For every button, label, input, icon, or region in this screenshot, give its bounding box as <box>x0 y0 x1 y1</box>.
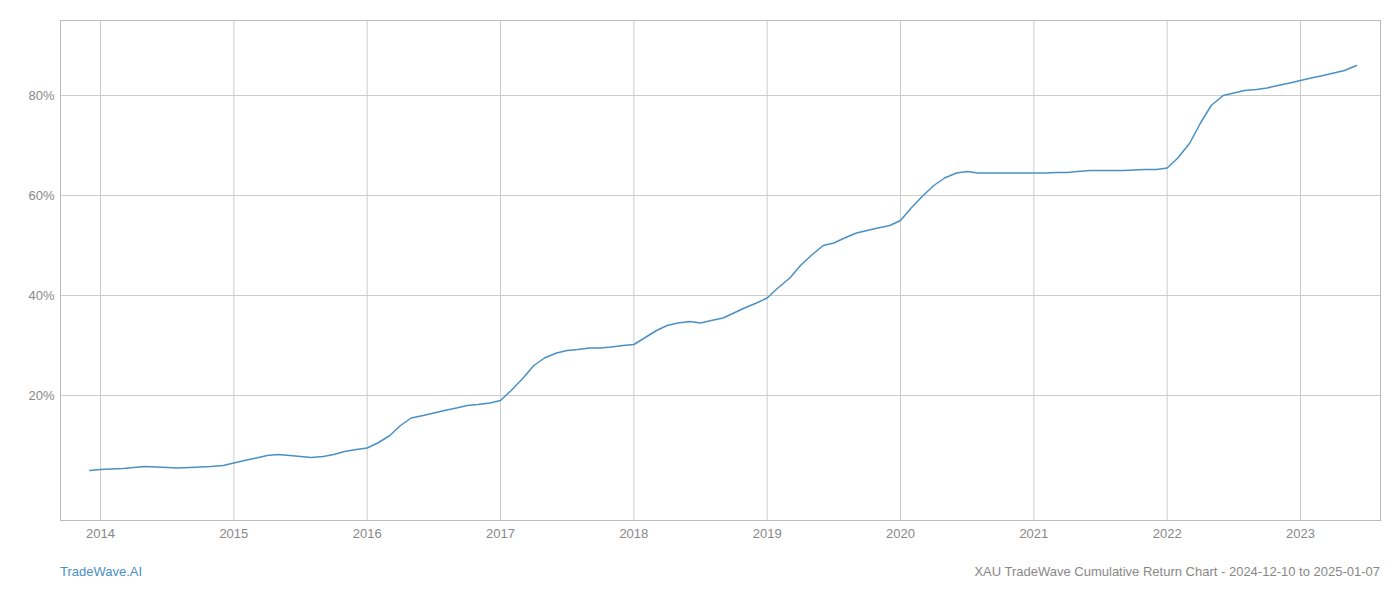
svg-text:2014: 2014 <box>86 526 115 541</box>
svg-text:2021: 2021 <box>1019 526 1048 541</box>
svg-text:20%: 20% <box>28 388 54 403</box>
svg-text:60%: 60% <box>28 188 54 203</box>
svg-text:2023: 2023 <box>1286 526 1315 541</box>
html-text:XAU TradeWave Cumulative Retur: XAU TradeWave Cumulative Return Chart - … <box>974 564 1380 579</box>
svg-text:2019: 2019 <box>753 526 782 541</box>
svg-text:2017: 2017 <box>486 526 515 541</box>
html-text:TradeWave.AI: TradeWave.AI <box>60 564 143 579</box>
svg-text:40%: 40% <box>28 288 54 303</box>
svg-text:80%: 80% <box>28 88 54 103</box>
svg-text:2015: 2015 <box>219 526 248 541</box>
svg-text:2020: 2020 <box>886 526 915 541</box>
svg-text:2016: 2016 <box>353 526 382 541</box>
svg-text:2018: 2018 <box>619 526 648 541</box>
svg-text:2022: 2022 <box>1153 526 1182 541</box>
